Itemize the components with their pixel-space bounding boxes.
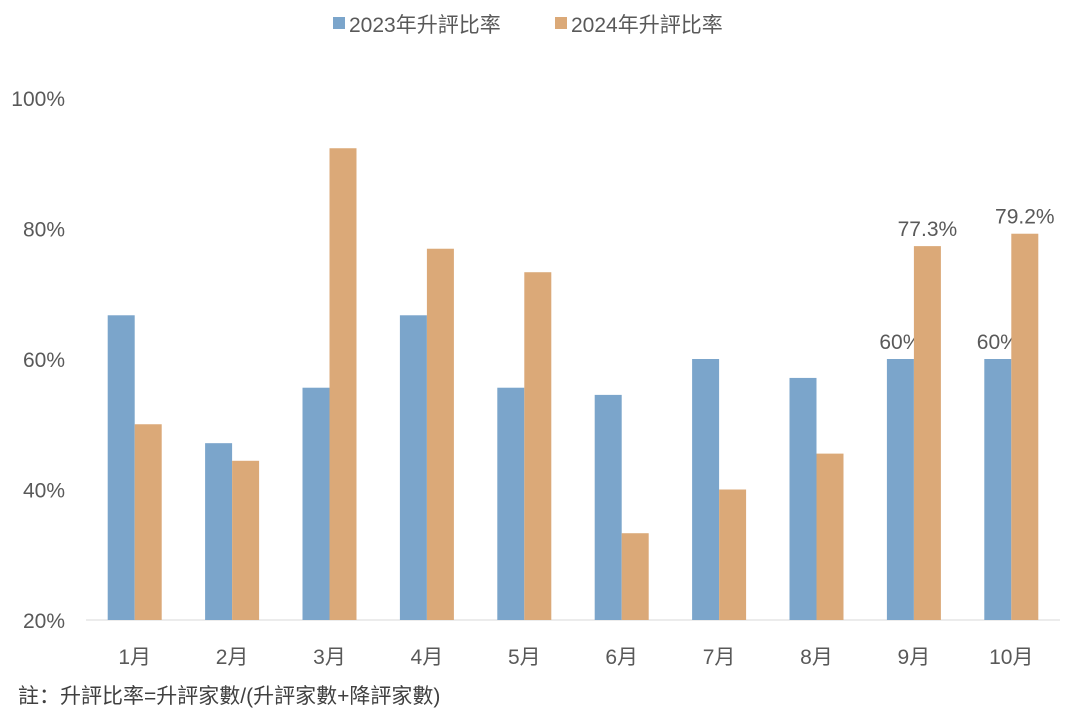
x-tick-label: 9月 [898, 646, 931, 669]
bar-2024 [1011, 233, 1039, 620]
bar-2024 [524, 272, 552, 620]
x-tick-label: 5月 [508, 646, 541, 669]
bar-2023 [594, 394, 622, 620]
legend-swatch [555, 17, 567, 29]
bar-2024 [719, 489, 747, 620]
legend-swatch [333, 17, 345, 29]
bar-2023 [107, 315, 135, 620]
y-tick-label: 80% [23, 219, 65, 242]
bar-2024 [329, 148, 357, 620]
bar-2024 [426, 248, 454, 621]
x-tick-label: 4月 [411, 646, 444, 669]
bar-2023 [205, 443, 233, 620]
bar-2024 [913, 246, 941, 620]
bar-2024 [134, 424, 162, 620]
legend-label: 2024年升評比率 [571, 14, 723, 37]
bar-2023 [302, 387, 330, 620]
data-label: 60% [977, 331, 1019, 354]
y-tick-label: 20% [23, 610, 65, 633]
bar-2024 [621, 533, 649, 620]
bar-2023 [497, 387, 525, 620]
footnote: 註：升評比率=升評家數/(升評家數+降評家數) [18, 685, 441, 708]
bar-2023 [789, 377, 817, 620]
bar-2023 [886, 359, 914, 620]
x-tick-label: 6月 [605, 646, 638, 669]
y-tick-label: 100% [11, 88, 65, 111]
x-tick-label: 7月 [703, 646, 736, 669]
bar-2024 [232, 460, 260, 620]
x-tick-label: 3月 [313, 646, 346, 669]
data-label: 60% [879, 331, 921, 354]
bar-2023 [984, 359, 1012, 620]
bar-2023 [692, 359, 720, 620]
bar-2023 [399, 315, 427, 620]
legend-label: 2023年升評比率 [349, 14, 501, 37]
y-tick-label: 40% [23, 480, 65, 503]
data-label: 77.3% [898, 218, 958, 241]
bar-2024 [816, 453, 844, 620]
x-tick-label: 2月 [216, 646, 249, 669]
x-tick-label: 1月 [118, 646, 151, 669]
y-tick-label: 60% [23, 349, 65, 372]
x-tick-label: 10月 [989, 646, 1033, 669]
x-tick-label: 8月 [800, 646, 833, 669]
data-label: 79.2% [995, 206, 1055, 229]
